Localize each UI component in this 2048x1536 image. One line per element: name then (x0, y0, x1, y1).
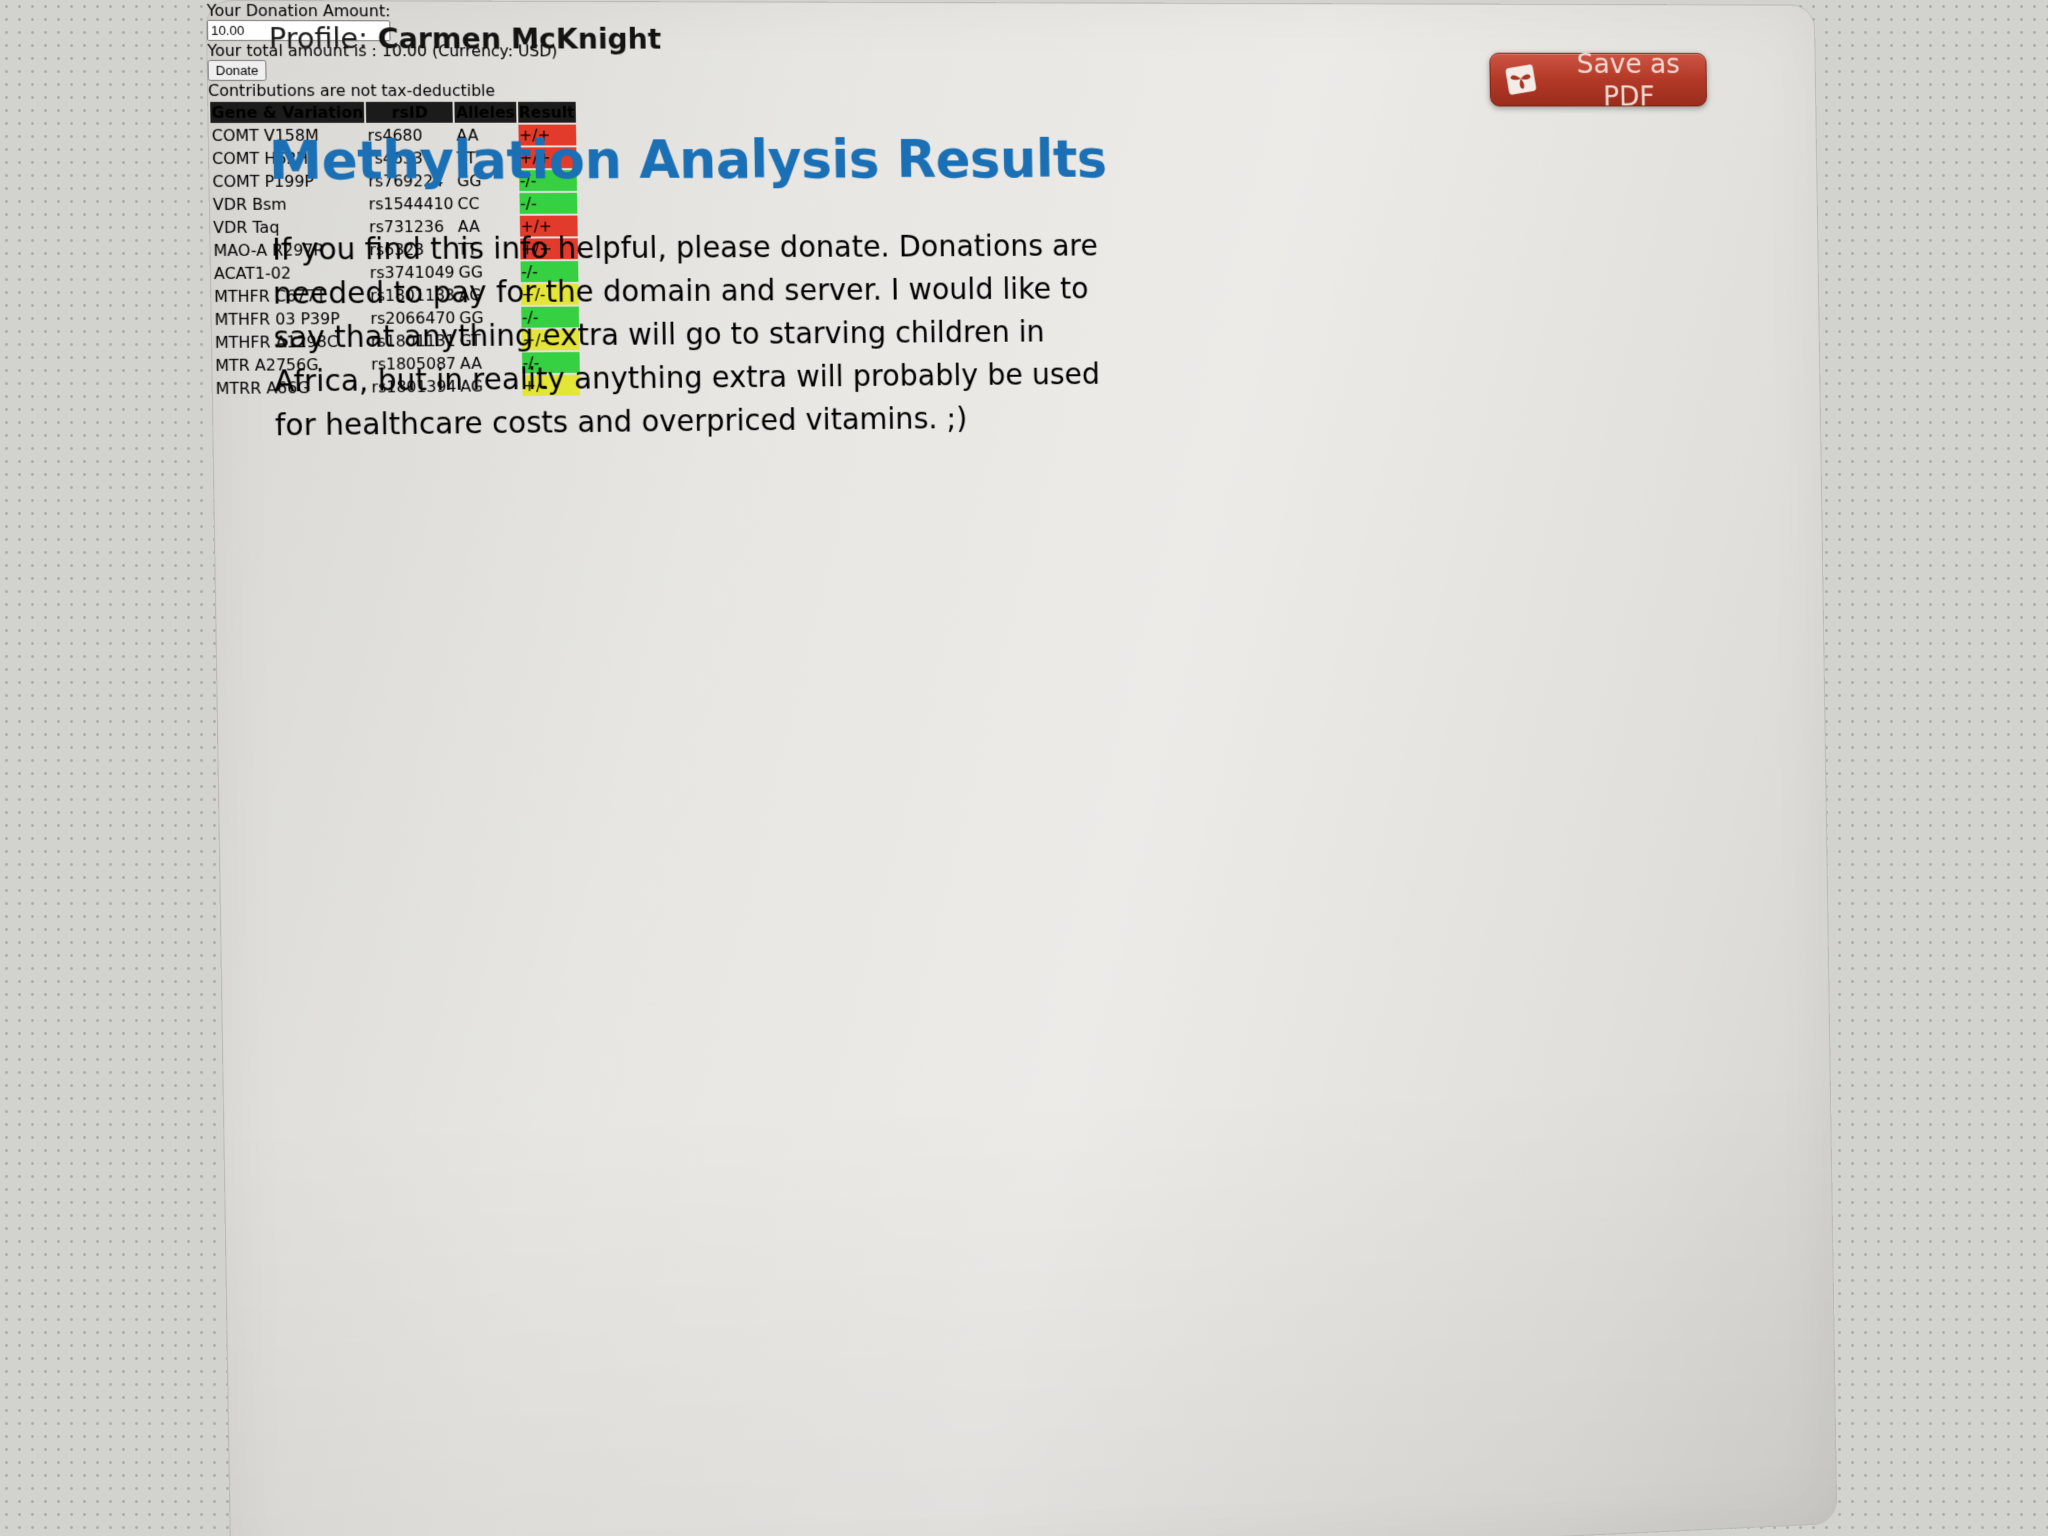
table-header-row: Gene & Variation rsID Alleles Result (210, 101, 576, 123)
table-header-cell: Result (517, 101, 576, 123)
table-row: VDR Bsm rs1544410 CC -/- (212, 192, 578, 215)
save-pdf-label: Save as PDF (1576, 47, 1681, 113)
table-header-cell: rsID (366, 101, 454, 123)
save-as-pdf-button[interactable]: Save as PDF (1489, 47, 1708, 112)
page-title: Methylation Analysis Results (268, 128, 1108, 192)
gene-cell: VDR Bsm (212, 194, 287, 214)
content-card: Profile: Carmen McKnight Save as PDF M (205, 0, 1838, 1536)
profile-label: Profile: (268, 21, 369, 56)
profile-row: Profile: Carmen McKnight (269, 21, 662, 55)
donate-button[interactable]: Donate (207, 59, 267, 81)
alleles-cell: CC (457, 194, 480, 214)
pdf-icon (1502, 61, 1539, 97)
screen-content: Profile: Carmen McKnight Save as PDF M (205, 0, 1838, 1536)
table-header-cell: Alleles (454, 101, 516, 123)
result-cell: -/- (519, 192, 578, 214)
table-head: Gene & Variation rsID Alleles Result (210, 101, 576, 123)
intro-paragraph: If you find this info helpful, please do… (271, 229, 1101, 444)
profile-name: Carmen McKnight (377, 21, 662, 56)
donation-amount-label: Your Donation Amount: (206, 0, 391, 21)
rsid-cell: rs1544410 (368, 194, 454, 214)
table-header-cell: Gene & Variation (210, 101, 365, 123)
